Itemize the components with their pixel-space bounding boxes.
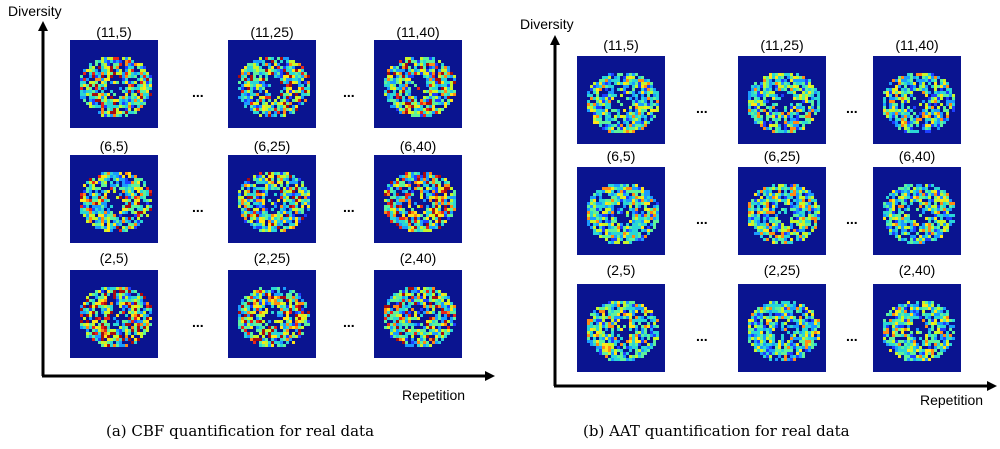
ellipsis: ...	[343, 199, 355, 215]
panel-aat: Diversity Repetition (11,5) (11,25) (11,40…	[500, 0, 1000, 449]
tile-label: (6,5)	[99, 138, 129, 154]
tile-label: (11,5)	[603, 37, 639, 53]
brain-map-image	[70, 155, 158, 243]
tile-label: (6,5)	[606, 148, 636, 164]
brain-map-image	[70, 270, 158, 358]
brain-map-image	[873, 284, 961, 372]
ellipsis: ...	[846, 100, 858, 116]
y-axis-label: Diversity	[8, 3, 62, 19]
tile-label: (11,40)	[895, 37, 939, 53]
ellipsis: ...	[343, 314, 355, 330]
ellipsis: ...	[696, 328, 708, 344]
tile-label: (2,25)	[763, 262, 801, 278]
brain-map-image	[577, 56, 665, 144]
tile-label: (2,25)	[253, 250, 291, 266]
tile-label: (11,40)	[396, 24, 440, 40]
y-axis-label: Diversity	[520, 16, 574, 32]
ellipsis: ...	[192, 314, 204, 330]
tile-label: (6,25)	[253, 138, 291, 154]
brain-map-image	[738, 56, 826, 144]
tile-label: (6,40)	[399, 138, 437, 154]
brain-map-image	[228, 155, 316, 243]
tile-label: (2,5)	[606, 262, 636, 278]
caption-b: (b) AAT quantification for real data	[583, 422, 850, 440]
axes-b	[550, 35, 997, 391]
brain-map-image	[738, 284, 826, 372]
tile-label: (11,25)	[760, 37, 804, 53]
brain-map-image	[577, 167, 665, 255]
tile-label: (2,40)	[898, 262, 936, 278]
x-axis-label: Repetition	[402, 387, 466, 403]
tile-label: (2,40)	[399, 250, 437, 266]
ellipsis: ...	[696, 211, 708, 227]
brain-map-image	[577, 284, 665, 372]
brain-map-image	[738, 167, 826, 255]
ellipsis: ...	[846, 328, 858, 344]
brain-map-image	[228, 40, 316, 128]
brain-map-image	[374, 40, 462, 128]
tile-label: (6,40)	[898, 148, 936, 164]
brain-map-image	[374, 270, 462, 358]
tile-label: (2,5)	[99, 250, 129, 266]
brain-map-image	[228, 270, 316, 358]
ellipsis: ...	[192, 199, 204, 215]
x-axis-label: Repetition	[920, 392, 984, 408]
tile-label: (11,25)	[250, 24, 294, 40]
brain-map-image	[374, 155, 462, 243]
panel-cbf: Diversity Repetition (11,5) (11,25) (11,40…	[8, 3, 495, 440]
axes-a	[38, 21, 495, 381]
brain-map-image	[70, 40, 158, 128]
ellipsis: ...	[343, 84, 355, 100]
ellipsis: ...	[192, 84, 204, 100]
brain-map-image	[873, 56, 961, 144]
caption-a: (a) CBF quantification for real data	[106, 422, 375, 440]
tile-label: (6,25)	[763, 148, 801, 164]
ellipsis: ...	[696, 100, 708, 116]
tile-label: (11,5)	[96, 24, 132, 40]
brain-map-image	[873, 167, 961, 255]
ellipsis: ...	[846, 211, 858, 227]
